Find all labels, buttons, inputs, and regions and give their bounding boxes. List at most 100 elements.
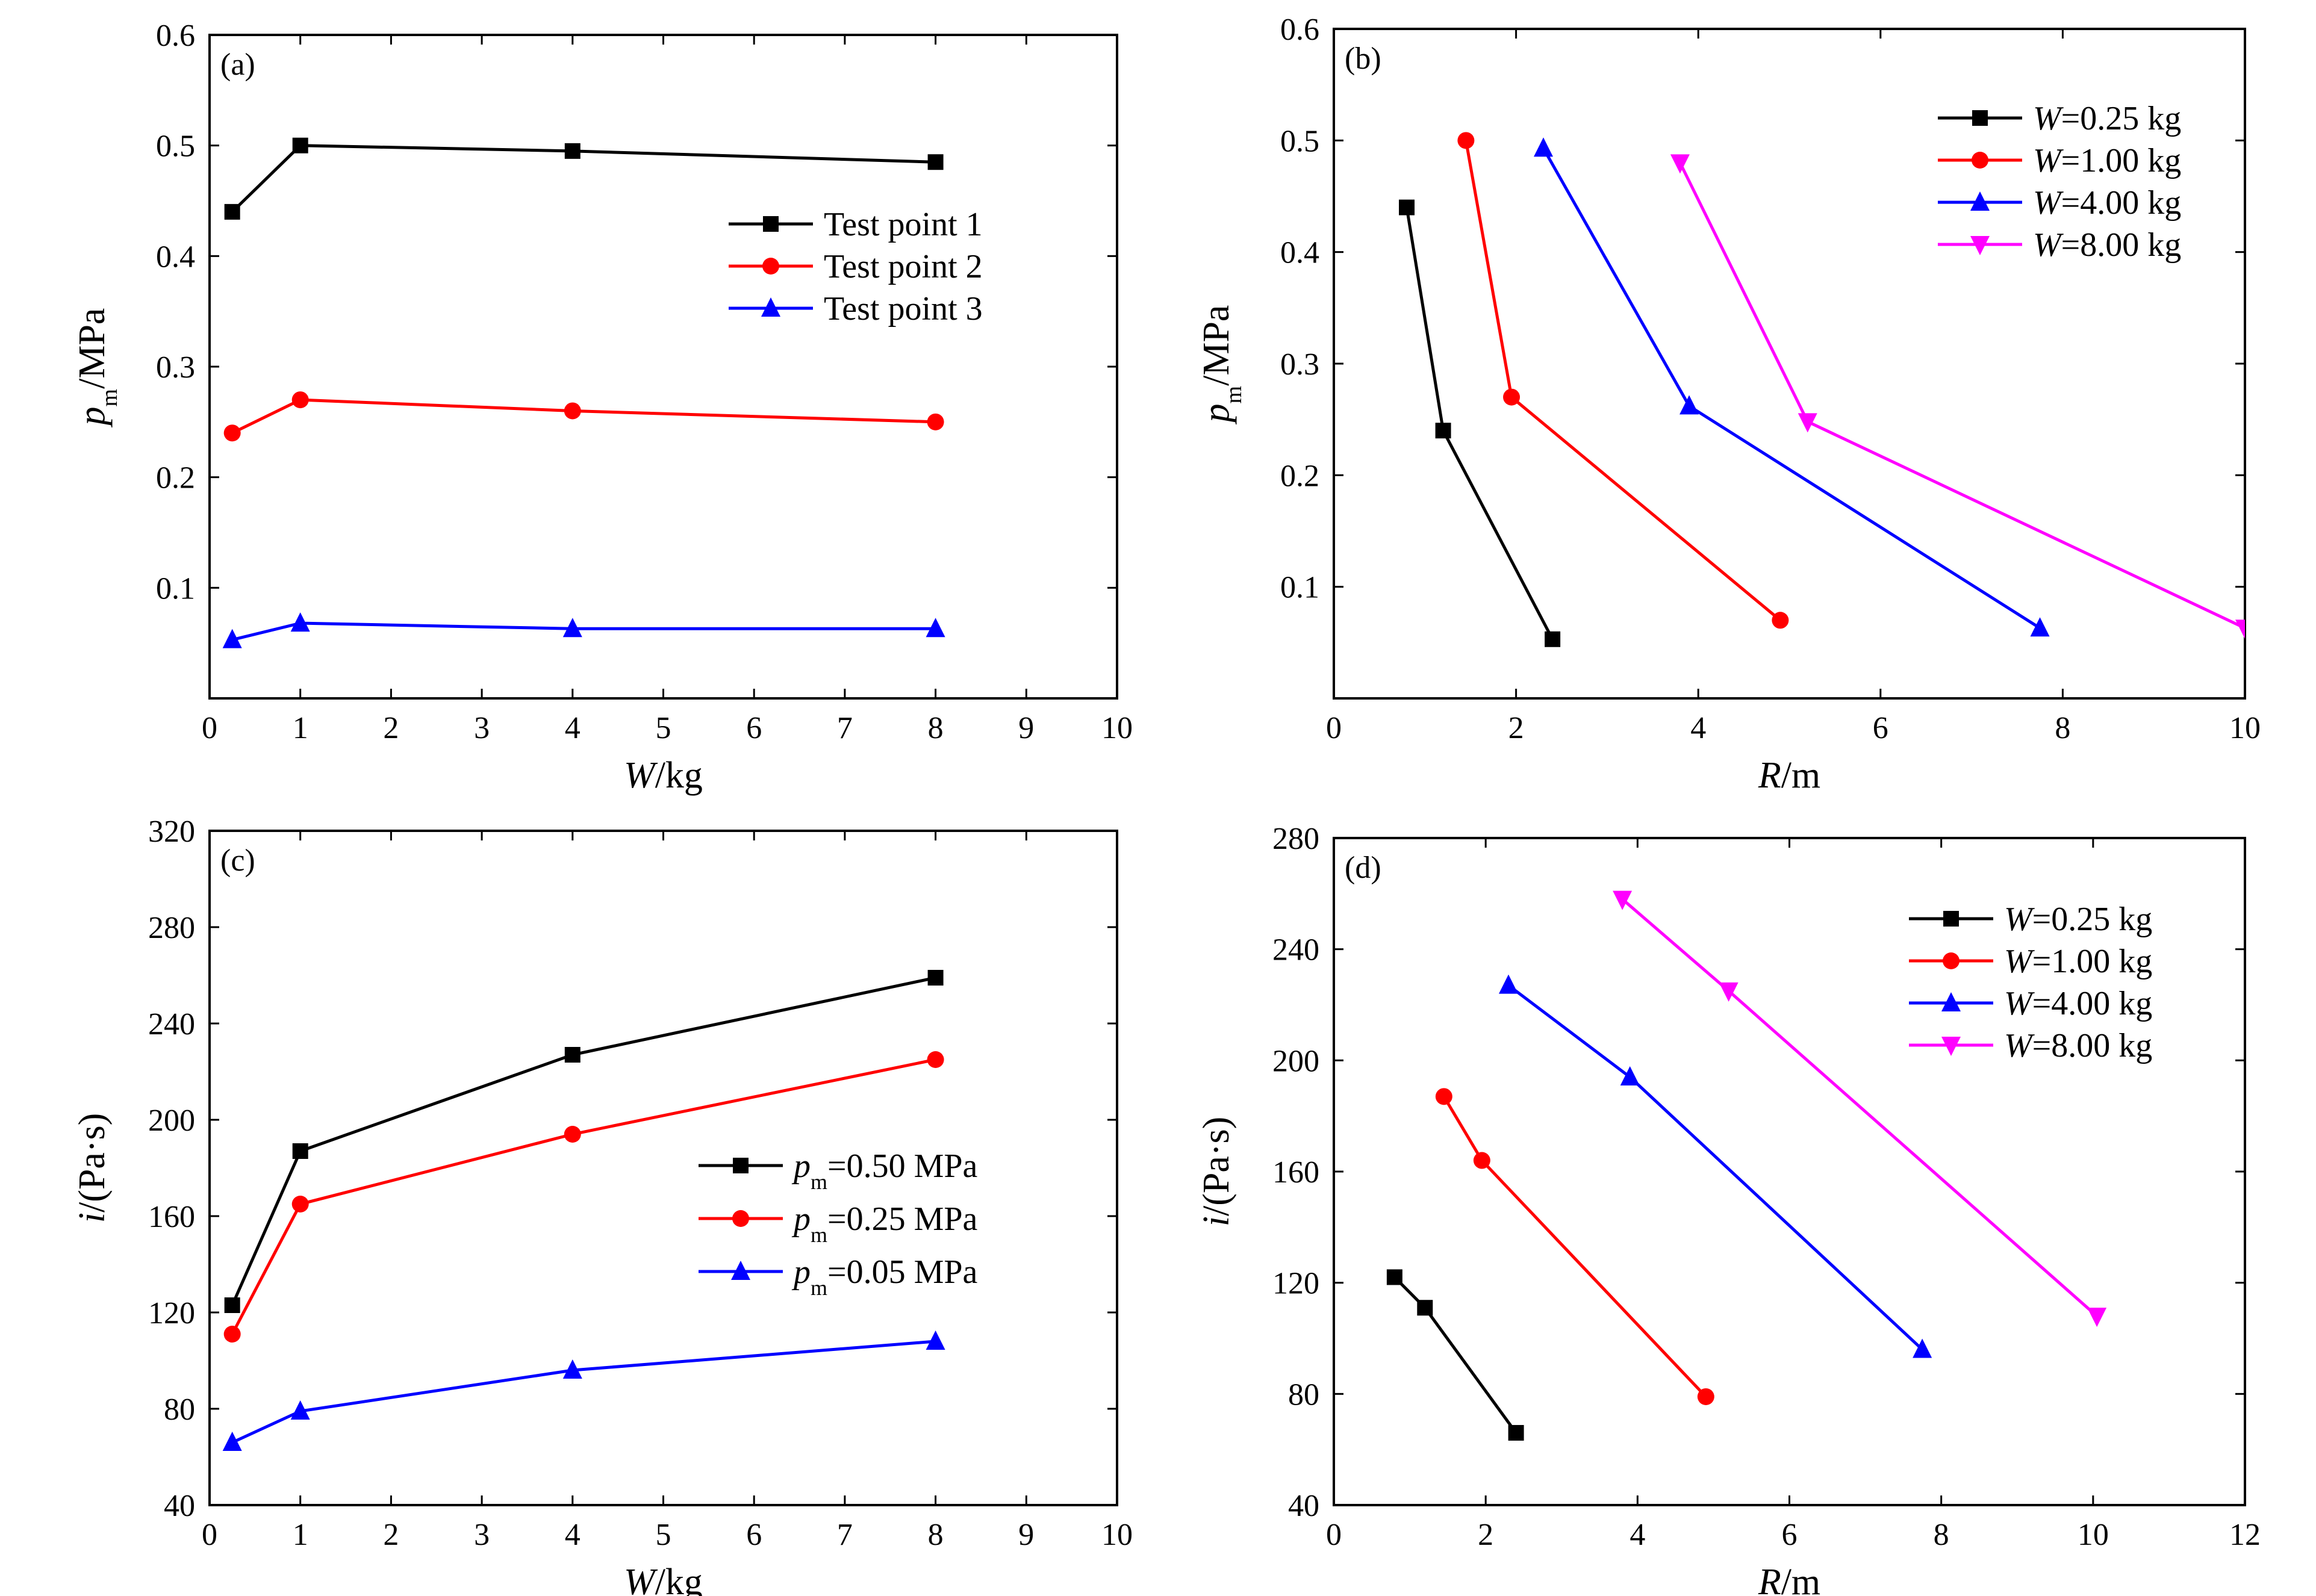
panel-b-y-tick-label: 0.2 [1280,459,1319,493]
panel-a-x-tick-label: 10 [1101,711,1133,745]
panel-a-series-2-point [291,391,309,409]
panel-a-legend-marker-1 [763,216,779,232]
panel-c-y-tick-label: 160 [148,1200,195,1234]
panel-b-series-1-point [1435,423,1451,439]
panel-a-y-axis-label: pm/MPa [72,308,122,428]
panel-b-y-axis-label: pm/MPa [1196,305,1247,425]
panel-c-legend-label-1: pm=0.50 MPa [791,1147,978,1194]
panel-b-x-tick-label: 10 [2229,711,2261,745]
panel-d-legend-label-3: W=4.00 kg [2004,985,2152,1022]
panel-d-series-4-point [1613,890,1633,910]
panel-c-x-tick-label: 4 [565,1518,581,1552]
panel-c-x-tick-label: 9 [1018,1518,1034,1552]
panel-d-legend: W=0.25 kg W=1.00 kg W=4.00 kg W=8.00 kg [1909,901,2152,1064]
panel-d-series-2-point [1697,1388,1714,1405]
panel-b-legend-marker-2 [1972,152,1988,169]
panel-b-series-3-point [1679,395,1699,415]
panel-d-series-3-point [1913,1338,1932,1358]
panel-d: 0 2 4 6 8 10 12 40 80 120 160 200 240 280 (d) R/m i/(Pa·… [1196,822,2261,1596]
panel-c-x-tick-label: 5 [656,1518,671,1552]
panel-b-legend-label-4: W=8.00 kg [2033,226,2181,264]
panel-b-legend-label-2: W=1.00 kg [2033,142,2181,179]
panel-b-tag: (b) [1345,42,1381,76]
panel-d-series-1-point [1508,1424,1524,1441]
panel-a-x-axis-label: W/kg [624,755,703,796]
panel-d-series-1-point [1386,1269,1402,1285]
panel-d-legend-label-2: W=1.00 kg [2004,943,2152,980]
panel-c-legend-label-3: pm=0.05 MPa [791,1253,978,1300]
panel-b-legend-label-3: W=4.00 kg [2033,184,2181,222]
panel-b-legend-marker-3 [1970,191,1990,211]
panel-c-y-tick-label: 40 [164,1489,195,1523]
panel-b-series-4-point [2235,619,2245,639]
panel-b-y-tick-label: 0.4 [1280,236,1319,270]
panel-b-series-3-point [1533,137,1553,157]
panel-b-legend-marker-1 [1972,110,1988,126]
panel-a-legend-label-1: Test point 1 [824,206,983,243]
panel-c-series-1-point [564,1047,581,1063]
panel-c-legend-marker-2 [732,1210,749,1227]
panel-c-y-tick-label: 120 [148,1296,195,1331]
panel-a-tag: (a) [220,48,255,82]
panel-d-tag: (d) [1345,851,1381,885]
panel-d-x-tick-label: 4 [1630,1518,1645,1552]
panel-a-y-tick-label: 0.4 [156,240,195,274]
panel-c-series-1-point [224,1297,240,1313]
panel-d-series-4-point [1719,982,1739,1002]
panel-b-x-tick-label: 2 [1508,711,1524,745]
panel-c-series-area [222,970,945,1451]
panel-a-series-2-point [564,402,581,420]
panel-d-series-2-point [1473,1152,1490,1169]
panel-a-y-tick-label: 0.1 [156,571,195,606]
panel-d-x-tick-label: 2 [1478,1518,1493,1552]
panel-b-y-tick-label: 0.3 [1280,347,1319,382]
panel-c: 0 1 2 3 4 5 6 7 8 9 10 40 80 120 160 200 240 280 320 (c) W/k… [72,815,1133,1596]
panel-c-x-tick-label: 0 [202,1518,217,1552]
panel-c-series-1-point [927,970,944,986]
panel-a-series-line-3 [232,621,936,642]
panel-d-series-2-point [1435,1088,1452,1105]
panel-d-series-1-point [1417,1300,1433,1316]
panel-c-legend-label-2: pm=0.25 MPa [791,1200,978,1247]
panel-a-series-1-point [292,137,308,154]
panel-b-y-tick-label: 0.6 [1280,13,1319,47]
panel-b-series-2-point [1457,132,1475,149]
panel-c-x-tick-label: 6 [746,1518,762,1552]
panel-a-x-tick-label: 9 [1018,711,1034,745]
panel-b-series-area [1399,132,2245,647]
panel-d-x-tick-label: 8 [1934,1518,1949,1552]
panel-c-legend-marker-1 [733,1158,749,1173]
panel-d-y-tick-label: 200 [1272,1044,1319,1078]
panel-b-x-tick-label: 4 [1690,711,1706,745]
panel-a-x-tick-label: 4 [565,711,581,745]
panel-b-y-tick-label: 0.1 [1280,571,1319,605]
panel-a-x-tick-label: 8 [928,711,944,745]
panel-a-series-line-1 [231,144,936,213]
panel-b-series-1-point [1545,631,1561,647]
panel-c-series-3-point [290,1400,310,1420]
panel-a-legend-marker-2 [762,258,779,275]
panel-c-x-tick-label: 1 [293,1518,308,1552]
panel-b-series-2-point [1503,388,1521,406]
panel-a-y-tick-label: 0.3 [156,350,195,385]
panel-b-series-4-point [1798,413,1817,433]
panel-c-series-2-point [223,1326,241,1343]
panel-a-legend-label-2: Test point 2 [824,248,983,285]
panel-d-y-axis-label: i/(Pa·s) [1196,1117,1237,1227]
panel-d-legend-marker-2 [1943,952,1960,969]
panel-c-x-tick-label: 3 [474,1518,490,1552]
panel-b-series-1-point [1399,199,1415,216]
panel-a-y-tick-label: 0.5 [156,129,195,164]
panel-d-y-tick-label: 160 [1272,1155,1319,1190]
panel-a-x-tick-label: 1 [293,711,308,745]
panel-c-series-2-point [927,1051,944,1068]
panel-c-legend-marker-3 [731,1261,750,1280]
panel-c-y-tick-label: 240 [148,1007,195,1042]
panel-d-x-tick-label: 10 [2078,1518,2109,1552]
panel-c-y-axis-label: i/(Pa·s) [72,1113,113,1223]
panel-b-x-axis-label: R/m [1758,755,1820,796]
panel-c-tag: (c) [220,843,255,878]
panel-d-series-area [1386,890,2107,1441]
panel-a-series-3-point [222,629,242,648]
